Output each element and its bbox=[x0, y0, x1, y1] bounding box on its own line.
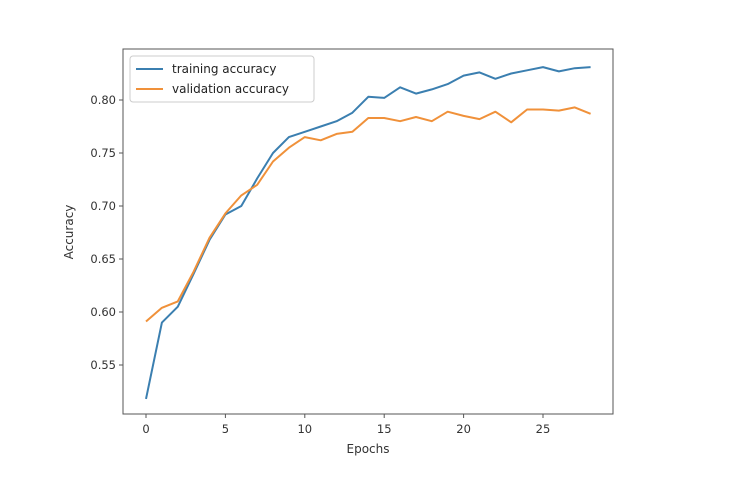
y-tick-label: 0.75 bbox=[90, 146, 116, 160]
data-lines bbox=[145, 66, 591, 400]
plot-area-frame bbox=[122, 48, 614, 415]
legend: training accuracy validation accuracy bbox=[129, 55, 315, 103]
y-tick-label: 0.65 bbox=[90, 252, 116, 266]
x-tick-label: 15 bbox=[377, 422, 392, 436]
legend-box bbox=[129, 55, 315, 103]
x-tick-label: 25 bbox=[536, 422, 551, 436]
y-tick-label: 0.80 bbox=[90, 93, 116, 107]
y-tick-label: 0.70 bbox=[90, 199, 116, 213]
x-tick-label: 5 bbox=[222, 422, 229, 436]
x-tick-label: 10 bbox=[297, 422, 312, 436]
y-axis-label: Accuracy bbox=[62, 205, 76, 260]
x-axis-ticks: 0 5 10 15 20 25 bbox=[142, 414, 550, 436]
y-axis-ticks: 0.55 0.60 0.65 0.70 0.75 0.80 bbox=[90, 93, 123, 372]
validation-accuracy-line bbox=[145, 106, 591, 323]
x-tick-label: 0 bbox=[142, 422, 149, 436]
x-axis-label: Epochs bbox=[347, 442, 390, 456]
y-tick-label: 0.55 bbox=[90, 358, 116, 372]
legend-label-validation: validation accuracy bbox=[172, 82, 289, 96]
y-tick-label: 0.60 bbox=[90, 305, 116, 319]
x-tick-label: 20 bbox=[456, 422, 471, 436]
legend-label-training: training accuracy bbox=[172, 62, 276, 76]
